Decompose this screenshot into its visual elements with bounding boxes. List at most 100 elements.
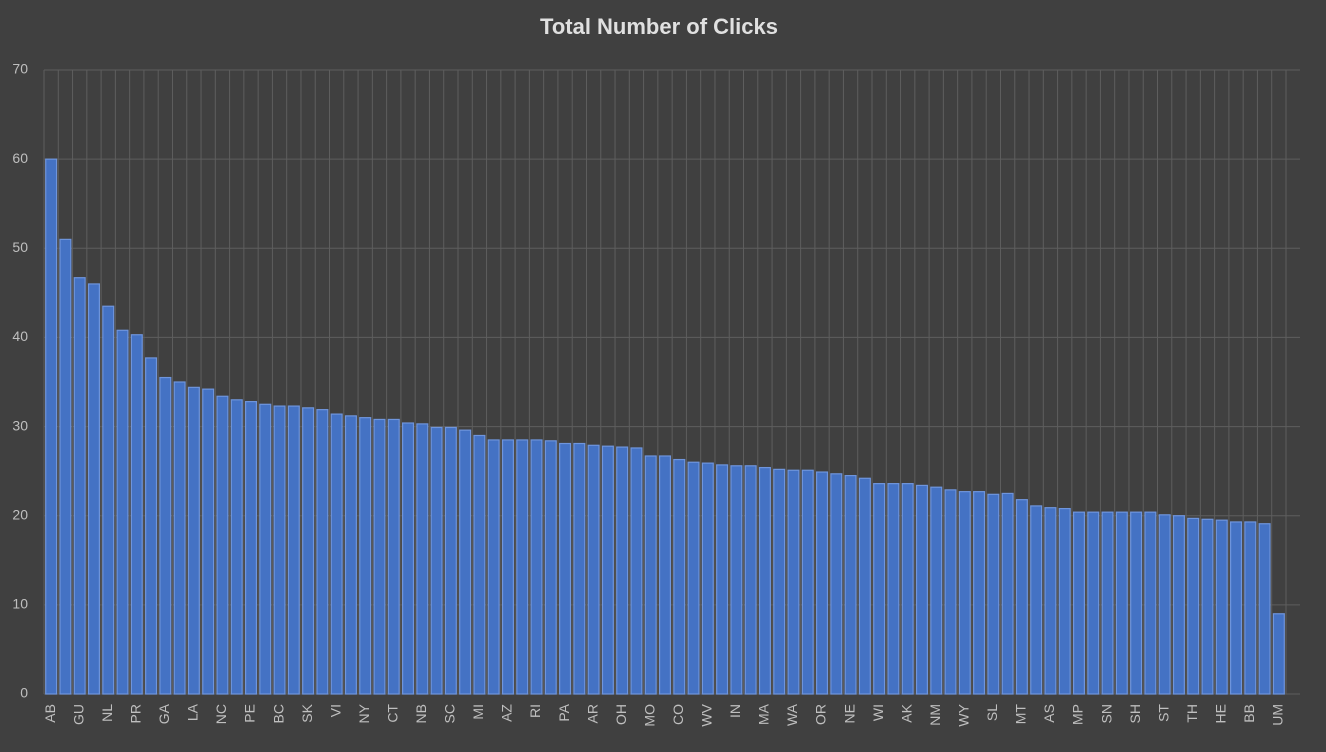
bar — [1115, 511, 1128, 695]
x-tick-label: NL — [99, 704, 115, 722]
bar — [45, 158, 58, 695]
x-tick-label: NB — [413, 704, 429, 723]
bar — [116, 329, 129, 695]
bar — [930, 486, 943, 695]
bar — [973, 491, 986, 695]
bar — [730, 465, 743, 695]
x-tick-label: AK — [898, 703, 914, 722]
x-tick-label: SH — [1127, 704, 1143, 723]
bar — [944, 489, 957, 695]
bar — [1272, 613, 1285, 695]
bar — [244, 401, 258, 695]
x-tick-label: SC — [442, 704, 458, 723]
bar — [1172, 515, 1185, 695]
x-tick-label: RI — [527, 704, 543, 718]
bar — [416, 423, 429, 695]
bar — [915, 484, 928, 695]
bar — [616, 446, 629, 695]
x-tick-label: OR — [813, 704, 829, 725]
bar — [1044, 507, 1057, 695]
y-tick-label: 70 — [12, 61, 28, 77]
bar — [1058, 507, 1071, 695]
x-tick-label: PE — [242, 704, 258, 723]
bar — [544, 440, 557, 695]
bar — [787, 469, 800, 695]
bar — [316, 409, 329, 695]
bar — [187, 386, 200, 695]
bar — [130, 334, 143, 695]
bar — [1001, 492, 1014, 695]
y-tick-label: 60 — [12, 150, 28, 166]
x-tick-label: UM — [1270, 704, 1286, 726]
bar — [216, 395, 229, 695]
x-tick-label: NC — [213, 704, 229, 724]
bar — [487, 439, 500, 695]
x-tick-label: CT — [384, 704, 400, 723]
bar — [173, 381, 186, 695]
bar — [701, 462, 714, 695]
bar — [1187, 517, 1200, 695]
x-tick-label: MP — [1070, 704, 1086, 725]
bar — [559, 442, 572, 695]
x-tick-label: GA — [156, 703, 172, 724]
bar — [459, 429, 472, 695]
bar — [330, 413, 343, 695]
x-tick-label: BC — [270, 704, 286, 723]
bar — [687, 461, 700, 695]
x-tick-label: PA — [556, 703, 572, 721]
bar — [858, 477, 871, 695]
x-tick-label: NM — [927, 704, 943, 726]
x-tick-label: ST — [1155, 704, 1171, 722]
bar — [473, 434, 486, 695]
bar — [302, 407, 315, 695]
bar — [373, 418, 386, 695]
x-tick-label: MI — [470, 704, 486, 720]
x-tick-label: OH — [613, 704, 629, 725]
x-tick-label: GU — [70, 704, 86, 725]
bar — [1201, 518, 1214, 695]
y-tick-label: 10 — [12, 596, 28, 612]
bar — [601, 445, 614, 695]
bar — [844, 475, 857, 695]
bar — [387, 418, 400, 695]
bar — [958, 491, 971, 695]
bar — [644, 455, 657, 695]
x-tick-label: MT — [1013, 704, 1029, 725]
x-tick-label: BB — [1241, 704, 1257, 723]
x-tick-label: WI — [870, 704, 886, 721]
y-tick-label: 40 — [12, 328, 28, 344]
bar — [887, 483, 900, 695]
x-tick-label: NE — [841, 704, 857, 723]
x-tick-label: CO — [670, 704, 686, 725]
bar — [1158, 514, 1171, 695]
bar — [344, 415, 357, 695]
bar — [1072, 511, 1086, 695]
bar — [1015, 499, 1028, 695]
bar — [530, 439, 543, 695]
bar — [430, 426, 443, 695]
bar — [873, 483, 886, 695]
bar — [73, 277, 86, 695]
x-tick-label: SK — [299, 703, 315, 722]
x-tick-label: NY — [356, 703, 372, 723]
bar — [1215, 519, 1228, 695]
bar — [744, 465, 757, 695]
bar — [830, 473, 843, 695]
x-tick-label: SN — [1098, 704, 1114, 723]
bar — [273, 405, 286, 695]
bar — [573, 442, 586, 695]
bar — [87, 283, 100, 695]
bar — [159, 376, 172, 695]
x-tick-label: AZ — [499, 704, 515, 722]
bar — [758, 466, 771, 695]
bar — [658, 455, 672, 695]
bar — [202, 388, 215, 695]
x-tick-label: AR — [584, 704, 600, 723]
y-tick-label: 20 — [12, 506, 28, 522]
bar — [901, 483, 914, 695]
bar — [773, 468, 786, 695]
chart-title: Total Number of Clicks — [540, 14, 778, 39]
bar — [145, 357, 158, 695]
y-tick-label: 30 — [12, 417, 28, 433]
